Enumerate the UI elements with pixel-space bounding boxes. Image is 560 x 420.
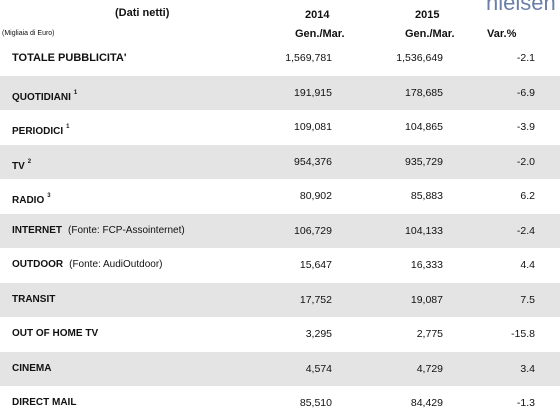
column-year: 2015: [415, 9, 440, 21]
cell-value: 106,729: [294, 224, 332, 237]
row-label-text: PERIODICI: [12, 126, 64, 137]
cell-value: 104,133: [405, 224, 443, 237]
row-label-text: TOTALE PUBBLICITA': [12, 52, 127, 64]
row-label-text: RADIO: [12, 195, 45, 206]
cell-value: -1.3: [516, 397, 535, 409]
cell-value: -15.8: [511, 328, 535, 340]
row-label-text: TV: [12, 160, 25, 172]
row-label: RADIO 3: [12, 179, 51, 218]
cell-value: 17,752: [299, 293, 332, 306]
cell-value: 6.2: [520, 190, 535, 202]
column-period: Gen./Mar.: [295, 28, 345, 40]
row-label: OUT OF HOME TV: [12, 317, 98, 351]
row-label: PERIODICI 1: [12, 110, 69, 149]
cell-value: 4,574: [305, 362, 332, 375]
cell-value: 2,775: [416, 328, 443, 340]
table-row: RADIO 3 80,902 85,883 6.2: [0, 179, 560, 213]
row-label: CINEMA: [12, 352, 51, 386]
cell-value: 178,685: [405, 86, 443, 99]
row-label-text: DIRECT MAIL: [12, 397, 77, 408]
row-label-text: OUTDOOR: [12, 259, 64, 270]
row-label-text: QUOTIDIANI: [12, 91, 71, 103]
row-label-text: CINEMA: [12, 362, 52, 374]
cell-value: 7.5: [520, 293, 535, 306]
column-period: Var.%: [487, 28, 517, 40]
row-label-text: TRANSIT: [12, 293, 56, 305]
column-period: Gen./Mar.: [405, 28, 455, 40]
cell-value: 4.4: [520, 259, 535, 271]
cell-value: -6.9: [516, 86, 535, 99]
table-row: QUOTIDIANI 1 191,915 178,685 -6.9: [0, 75, 560, 110]
row-note: (Fonte: FCP-Assointernet): [68, 224, 185, 236]
subtitle: (Dati netti): [115, 7, 170, 19]
unit: (Migliaia di Euro): [2, 30, 55, 37]
row-label-text: INTERNET: [12, 224, 62, 236]
cell-value: 15,647: [299, 259, 332, 271]
cell-value: 1,536,649: [396, 52, 443, 64]
cell-value: 4,729: [416, 362, 443, 375]
cell-value: -3.9: [516, 121, 535, 133]
cell-value: 84,429: [410, 397, 443, 409]
table-row: INTERNET (Fonte: FCP-Assointernet) 106,729…: [0, 213, 560, 248]
cell-value: -2.4: [516, 224, 535, 237]
footnote-mark: 3: [47, 193, 51, 199]
table-row: OUTDOOR (Fonte: AudiOutdoor) 15,647 16,333 4…: [0, 248, 560, 282]
cell-value: 191,915: [294, 86, 332, 99]
cell-value: 3.4: [520, 362, 535, 375]
row-label: INTERNET (Fonte: FCP-Assointernet): [12, 214, 185, 248]
row-label: DIRECT MAIL: [12, 386, 76, 420]
cell-value: 954,376: [294, 155, 332, 168]
cell-value: 109,081: [294, 121, 332, 133]
cell-value: 19,087: [410, 293, 443, 306]
cell-value: 935,729: [405, 155, 443, 168]
row-label: OUTDOOR (Fonte: AudiOutdoor): [12, 248, 163, 282]
table-row: TOTALE PUBBLICITA' 1,569,781 1,536,649 -2.1: [0, 41, 560, 75]
cell-value: 85,883: [410, 190, 443, 202]
page: nielsen (Dati netti) (Migliaia di Euro) …: [0, 0, 560, 409]
row-label: TV 2: [12, 145, 31, 184]
cell-value: 16,333: [410, 259, 443, 271]
footnote-mark: 2: [27, 158, 32, 165]
table-row: CINEMA 4,574 4,729 3.4: [0, 351, 560, 386]
cell-value: 3,295: [305, 328, 332, 340]
column-year: 2014: [305, 9, 330, 21]
table-row: TRANSIT 17,752 19,087 7.5: [0, 282, 560, 317]
row-label-text: OUT OF HOME TV: [12, 328, 99, 339]
row-label: TRANSIT: [12, 283, 55, 317]
footnote-mark: 1: [73, 89, 78, 96]
row-label: TOTALE PUBBLICITA': [12, 41, 126, 75]
cell-value: -2.1: [516, 52, 535, 64]
table-row: DIRECT MAIL 85,510 84,429 -1.3: [0, 386, 560, 420]
cell-value: -2.0: [516, 155, 535, 168]
row-label: QUOTIDIANI 1: [12, 76, 77, 115]
footnote-mark: 1: [66, 124, 70, 130]
row-note: (Fonte: AudiOutdoor): [69, 259, 163, 270]
table-row: TV 2 954,376 935,729 -2.0: [0, 144, 560, 179]
table-row: OUT OF HOME TV 3,295 2,775 -15.8: [0, 317, 560, 351]
cell-value: 1,569,781: [285, 52, 332, 64]
table-row: PERIODICI 1 109,081 104,865 -3.9: [0, 110, 560, 144]
cell-value: 104,865: [405, 121, 443, 133]
cell-value: 85,510: [299, 397, 332, 409]
logo: nielsen: [486, 0, 556, 15]
cell-value: 80,902: [299, 190, 332, 202]
